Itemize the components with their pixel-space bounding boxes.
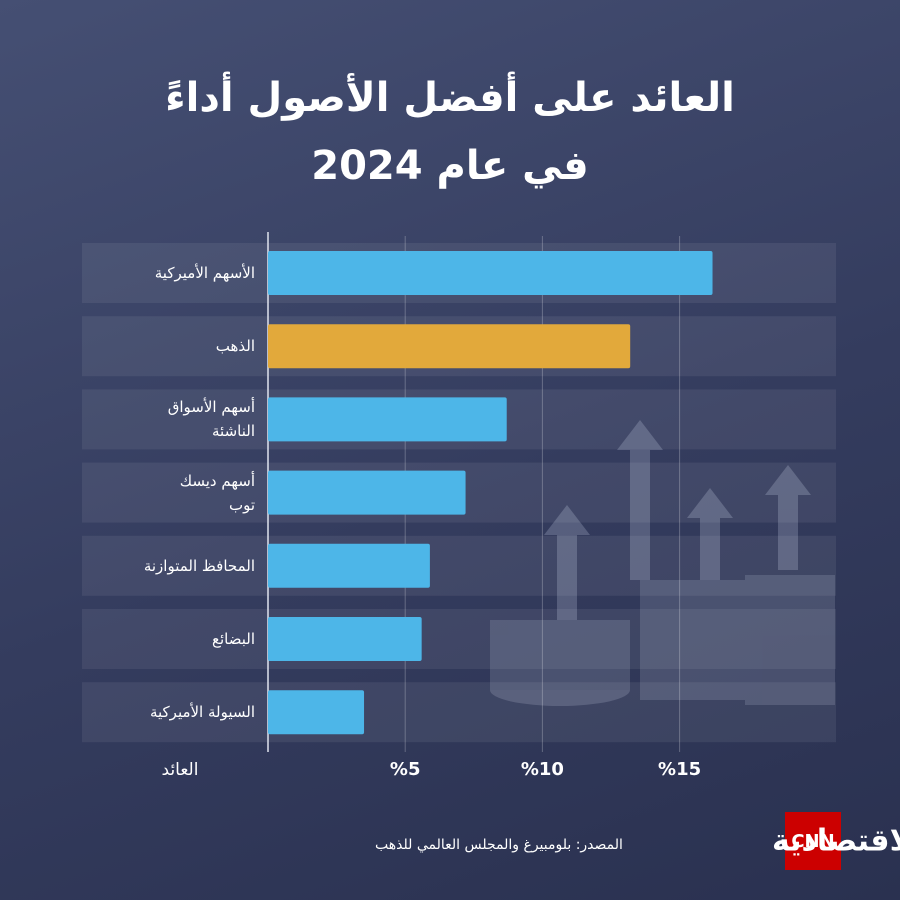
bar [268, 543, 430, 588]
bar [268, 617, 422, 661]
category-label: المحافظ المتوازنة [143, 556, 255, 575]
title-line: العائد على أفضل الأصول أداءً [165, 71, 735, 121]
logo-brand: CNN [791, 831, 834, 852]
bar [268, 397, 507, 442]
category-label: الأسهم الأميركية [154, 264, 255, 282]
x-tick-label: %5 [390, 759, 421, 780]
bar [268, 251, 713, 295]
bar [268, 324, 631, 369]
row-band [82, 609, 836, 669]
row-band [82, 682, 836, 743]
row-band [82, 535, 836, 596]
title-line: في عام 2024 [311, 143, 589, 189]
bar [268, 690, 365, 735]
category-label: البضائع [211, 630, 255, 648]
bar [268, 470, 466, 515]
category-label: السيولة الأميركية [149, 703, 255, 722]
category-label: الذهب [215, 337, 255, 356]
x-axis-label: العائد [162, 760, 199, 780]
source: المصدر: بلومبيرغ والمجلس العالمي للذهب [375, 837, 623, 853]
category-label: أسهم ديسك توب [179, 471, 255, 514]
category-label: أسهم الأسواق الناشئة [167, 398, 255, 441]
decor [490, 420, 835, 706]
logo-box [785, 812, 841, 870]
x-tick-label: %15 [658, 759, 701, 780]
x-tick-label: %10 [521, 759, 564, 780]
logo-name: الاقتصادية [772, 824, 900, 859]
